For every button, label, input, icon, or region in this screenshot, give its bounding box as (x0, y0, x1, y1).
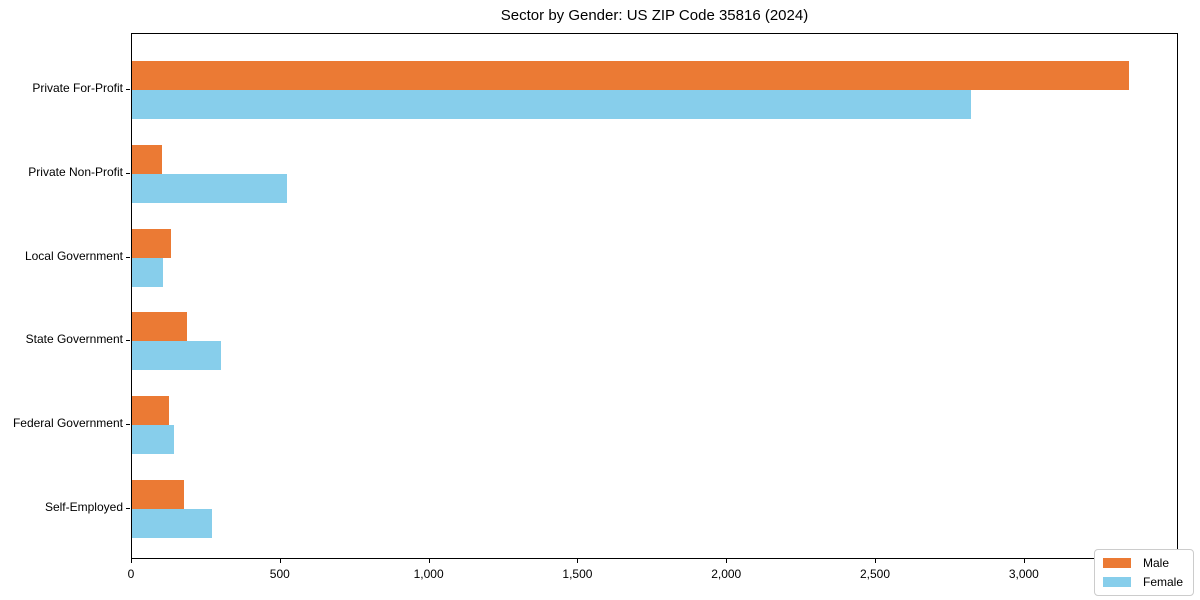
y-tick (126, 340, 130, 342)
y-tick (126, 172, 130, 174)
bar-male-1 (132, 144, 162, 174)
y-axis-label: Local Government (24, 248, 123, 263)
x-axis-label: 2,000 (711, 567, 742, 581)
y-tick (126, 89, 130, 90)
bar-female-2 (132, 257, 164, 287)
bar-female-5 (132, 509, 213, 538)
plot-area (131, 33, 1178, 559)
bar-female-0 (132, 90, 972, 119)
x-tick (428, 559, 430, 563)
y-axis-label: Self-Employed (44, 500, 123, 514)
legend-swatch-female (1102, 577, 1131, 587)
bar-male-3 (132, 312, 188, 342)
x-tick (1023, 559, 1025, 563)
chart-title: Sector by Gender: US ZIP Code 35816 (202… (500, 7, 809, 24)
y-tick (126, 424, 130, 426)
bar-female-4 (132, 425, 174, 455)
bar-male-5 (132, 480, 185, 509)
legend-row-male: Male (1102, 556, 1183, 570)
y-tick (126, 256, 130, 258)
x-tick (279, 559, 281, 563)
y-tick (126, 508, 130, 509)
x-axis-label: 500 (269, 567, 290, 581)
legend-label: Female (1142, 575, 1183, 589)
x-axis-label: 0 (127, 567, 135, 581)
bar-male-0 (132, 61, 1129, 90)
x-tick (577, 559, 579, 563)
y-axis-label: State Government (25, 332, 123, 347)
legend-label: Male (1142, 556, 1169, 570)
x-axis-label: 2,500 (860, 567, 891, 581)
legend-swatch-male (1102, 558, 1131, 568)
legend: Male Female (1093, 549, 1194, 596)
y-axis-label: Private Non-Profit (28, 164, 123, 179)
x-axis-label: 1,000 (413, 567, 444, 581)
legend-row-female: Female (1102, 575, 1183, 589)
x-axis-label: 1,500 (562, 567, 593, 581)
x-tick (131, 559, 132, 563)
x-tick (726, 559, 728, 563)
bar-female-1 (132, 173, 287, 203)
bar-female-3 (132, 341, 222, 371)
y-axis-label: Private For-Profit (32, 81, 123, 95)
bar-male-4 (132, 396, 170, 426)
x-axis-label: 3,000 (1008, 567, 1039, 581)
x-tick (875, 559, 877, 563)
y-axis-label: Federal Government (12, 416, 123, 431)
bar-male-2 (132, 228, 171, 258)
